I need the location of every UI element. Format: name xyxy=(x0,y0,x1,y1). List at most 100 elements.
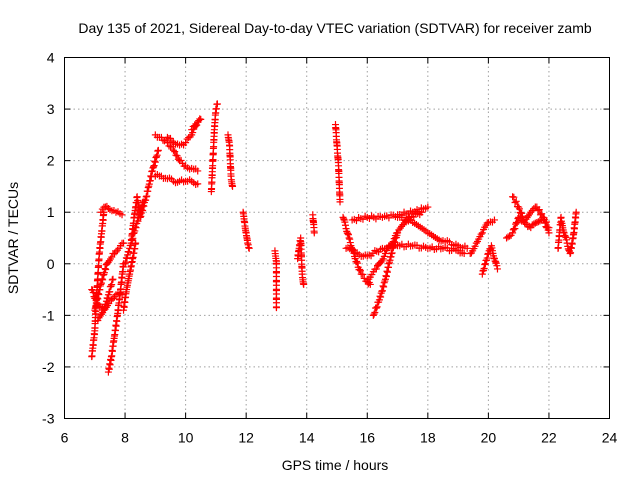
data-point xyxy=(534,207,542,215)
data-point xyxy=(165,142,173,150)
chart-title: Day 135 of 2021, Sidereal Day-to-day VTE… xyxy=(78,20,591,36)
data-point xyxy=(371,308,379,316)
x-tick-label: 18 xyxy=(420,430,436,446)
data-point xyxy=(173,152,181,160)
y-tick-label: 0 xyxy=(47,256,55,272)
data-point xyxy=(422,243,430,251)
data-point xyxy=(110,206,118,214)
data-point xyxy=(388,249,396,257)
data-point xyxy=(544,226,552,234)
x-tick-label: 10 xyxy=(178,430,194,446)
data-point xyxy=(572,210,580,218)
data-point xyxy=(122,288,130,296)
data-point xyxy=(102,301,110,309)
x-tick-label: 20 xyxy=(481,430,497,446)
data-point xyxy=(170,146,177,154)
data-point xyxy=(345,231,353,239)
data-point xyxy=(483,219,491,227)
data-points xyxy=(88,100,580,376)
data-point xyxy=(437,245,445,253)
data-point xyxy=(526,210,534,218)
data-point xyxy=(373,303,381,311)
data-point xyxy=(212,109,220,117)
data-point xyxy=(519,216,527,224)
data-point xyxy=(493,265,501,273)
data-point xyxy=(477,230,485,238)
x-tick-label: 16 xyxy=(359,430,375,446)
data-point xyxy=(506,232,514,240)
data-point xyxy=(381,277,389,285)
data-point xyxy=(99,276,107,284)
data-point xyxy=(560,228,568,236)
data-point xyxy=(160,137,168,145)
data-point xyxy=(110,293,118,301)
data-point xyxy=(133,194,141,202)
data-point xyxy=(380,252,388,260)
data-point xyxy=(380,283,388,291)
data-point xyxy=(344,230,352,238)
data-point xyxy=(99,309,107,317)
data-point xyxy=(139,207,147,215)
data-point xyxy=(240,217,248,225)
data-point xyxy=(91,331,99,339)
data-point xyxy=(515,205,523,213)
data-point xyxy=(378,287,386,295)
data-point xyxy=(196,115,204,123)
data-point xyxy=(480,266,488,274)
data-point xyxy=(298,267,306,275)
x-tick-label: 14 xyxy=(299,430,315,446)
data-point xyxy=(123,254,131,262)
data-point xyxy=(391,238,399,246)
data-point xyxy=(228,181,236,189)
data-point xyxy=(148,168,156,176)
x-tick-label: 6 xyxy=(61,430,69,446)
y-tick-label: 1 xyxy=(47,204,55,220)
data-point xyxy=(334,159,342,167)
x-tick-label: 12 xyxy=(238,430,254,446)
y-tick-label: -1 xyxy=(42,307,55,323)
data-point xyxy=(100,203,108,211)
data-point xyxy=(131,240,139,248)
data-point xyxy=(393,231,401,239)
plot-frame xyxy=(64,57,610,419)
data-point xyxy=(108,276,116,284)
data-point xyxy=(113,246,121,254)
data-point xyxy=(345,234,353,242)
data-point xyxy=(191,122,199,130)
data-point xyxy=(155,172,163,180)
data-point xyxy=(410,213,418,221)
data-point xyxy=(341,218,349,226)
data-point xyxy=(210,129,218,137)
data-point xyxy=(531,219,539,227)
data-point xyxy=(89,288,97,296)
data-point xyxy=(97,279,105,287)
data-point xyxy=(150,162,158,170)
data-point xyxy=(102,266,110,274)
data-point xyxy=(151,157,159,165)
data-point xyxy=(524,212,532,220)
data-point xyxy=(349,247,357,255)
data-point xyxy=(372,304,380,312)
data-point xyxy=(98,275,106,283)
data-point xyxy=(518,212,526,220)
data-point xyxy=(481,260,489,268)
data-point xyxy=(531,203,539,211)
data-point xyxy=(376,292,384,300)
y-tick-label: 2 xyxy=(47,153,55,169)
data-point xyxy=(180,162,188,170)
data-point xyxy=(391,239,399,247)
data-point xyxy=(471,242,479,250)
data-point xyxy=(106,288,114,296)
y-tick-label: -2 xyxy=(42,359,55,375)
data-point xyxy=(480,265,488,273)
y-axis-label: SDTVAR / TECUs xyxy=(5,182,21,294)
data-point xyxy=(185,134,193,142)
data-point xyxy=(192,121,200,129)
data-point xyxy=(416,211,424,219)
data-point xyxy=(481,260,489,268)
data-point xyxy=(299,280,307,288)
data-point xyxy=(518,209,526,217)
data-point xyxy=(533,219,541,227)
data-point xyxy=(569,235,577,243)
grid-lines xyxy=(64,57,610,419)
